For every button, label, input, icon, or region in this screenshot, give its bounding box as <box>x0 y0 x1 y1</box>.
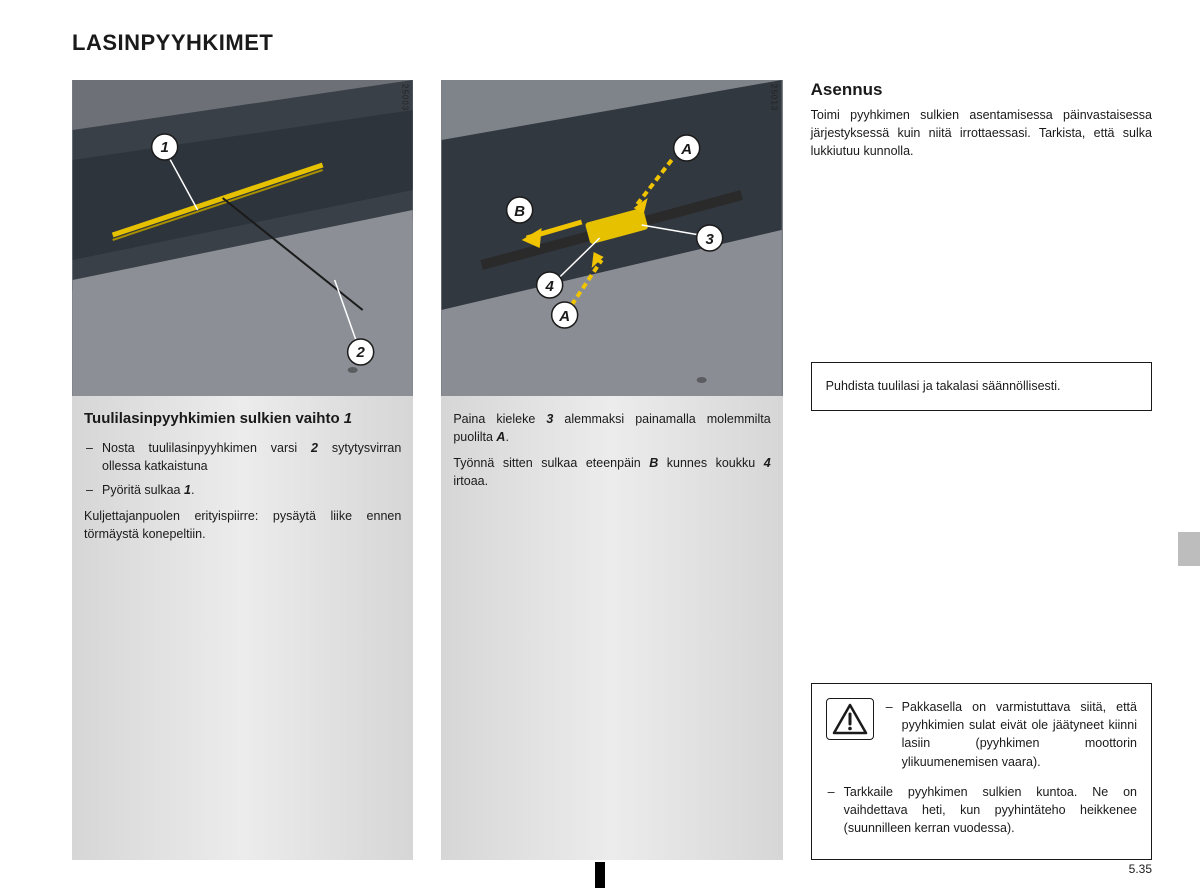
col1-bullet-2: Pyöritä sulkaa 1. <box>84 481 401 499</box>
figure-id-1: 25003 <box>400 84 409 111</box>
col1-heading: Tuulilasinpyyhkimien sulkien vaihto 1 <box>84 410 401 429</box>
col2-p2: Työnnä sitten sulkaa eteenpäin B kunnes … <box>453 454 770 490</box>
warning-list-2: Tarkkaile pyyhkimen sulkien kuntoa. Ne o… <box>826 783 1137 837</box>
svg-text:A: A <box>559 308 571 325</box>
figure-2-svg: A A B 3 4 <box>441 80 782 396</box>
column-1: 25003 <box>72 80 413 860</box>
warning-item-2: Tarkkaile pyyhkimen sulkien kuntoa. Ne o… <box>826 783 1137 837</box>
figure-1-svg: 1 2 <box>72 80 413 396</box>
column-2: 25013 <box>441 80 782 860</box>
col3-spacer-1 <box>811 168 1152 348</box>
col1-bullets: Nosta tuulilasinpyyhkimen varsi 2 sytyty… <box>84 439 401 499</box>
column-3: Asennus Toimi pyyhkimen sulkien asentami… <box>811 80 1152 860</box>
col1-heading-num: 1 <box>344 410 352 427</box>
figure-1: 25003 <box>72 80 413 396</box>
info-box: Puhdista tuulilasi ja takalasi säännölli… <box>811 362 1152 410</box>
col1-para: Kuljettajanpuolen erityispiirre: pysäytä… <box>84 507 401 543</box>
svg-text:A: A <box>681 141 693 158</box>
side-tab <box>1178 532 1200 566</box>
col2-p1: Paina kieleke 3 alemmaksi painamalla mol… <box>453 410 770 446</box>
warning-icon <box>826 698 874 740</box>
info-box-text: Puhdista tuulilasi ja takalasi säännölli… <box>826 379 1061 393</box>
bottom-mark <box>595 862 605 888</box>
col1-heading-pre: Tuulilasinpyyhkimien sulkien vaihto <box>84 410 344 427</box>
col1-text: Tuulilasinpyyhkimien sulkien vaihto 1 No… <box>72 396 413 543</box>
svg-text:2: 2 <box>355 344 365 361</box>
col3-spacer-2 <box>811 411 1152 684</box>
figure-2: 25013 <box>441 80 782 396</box>
svg-text:B: B <box>515 203 526 220</box>
warning-item-1: Pakkasella on varmistuttava siitä, että … <box>884 698 1137 771</box>
page-number: 5.35 <box>1129 862 1152 876</box>
figure-id-2: 25013 <box>770 84 779 111</box>
columns: 25003 <box>72 80 1152 860</box>
svg-text:1: 1 <box>160 139 168 156</box>
col3-para: Toimi pyyhkimen sulkien asentamisessa pä… <box>811 106 1152 160</box>
col1-bullet-1: Nosta tuulilasinpyyhkimen varsi 2 sytyty… <box>84 439 401 475</box>
svg-text:3: 3 <box>706 231 715 248</box>
svg-text:4: 4 <box>545 278 555 295</box>
warning-box: Pakkasella on varmistuttava siitä, että … <box>811 683 1152 860</box>
col3-heading: Asennus <box>811 80 1152 100</box>
warning-list: Pakkasella on varmistuttava siitä, että … <box>884 698 1137 777</box>
col2-text: Paina kieleke 3 alemmaksi painamalla mol… <box>441 396 782 491</box>
col3-top: Asennus Toimi pyyhkimen sulkien asentami… <box>811 80 1152 168</box>
page-title: LASINPYYHKIMET <box>72 30 1152 56</box>
